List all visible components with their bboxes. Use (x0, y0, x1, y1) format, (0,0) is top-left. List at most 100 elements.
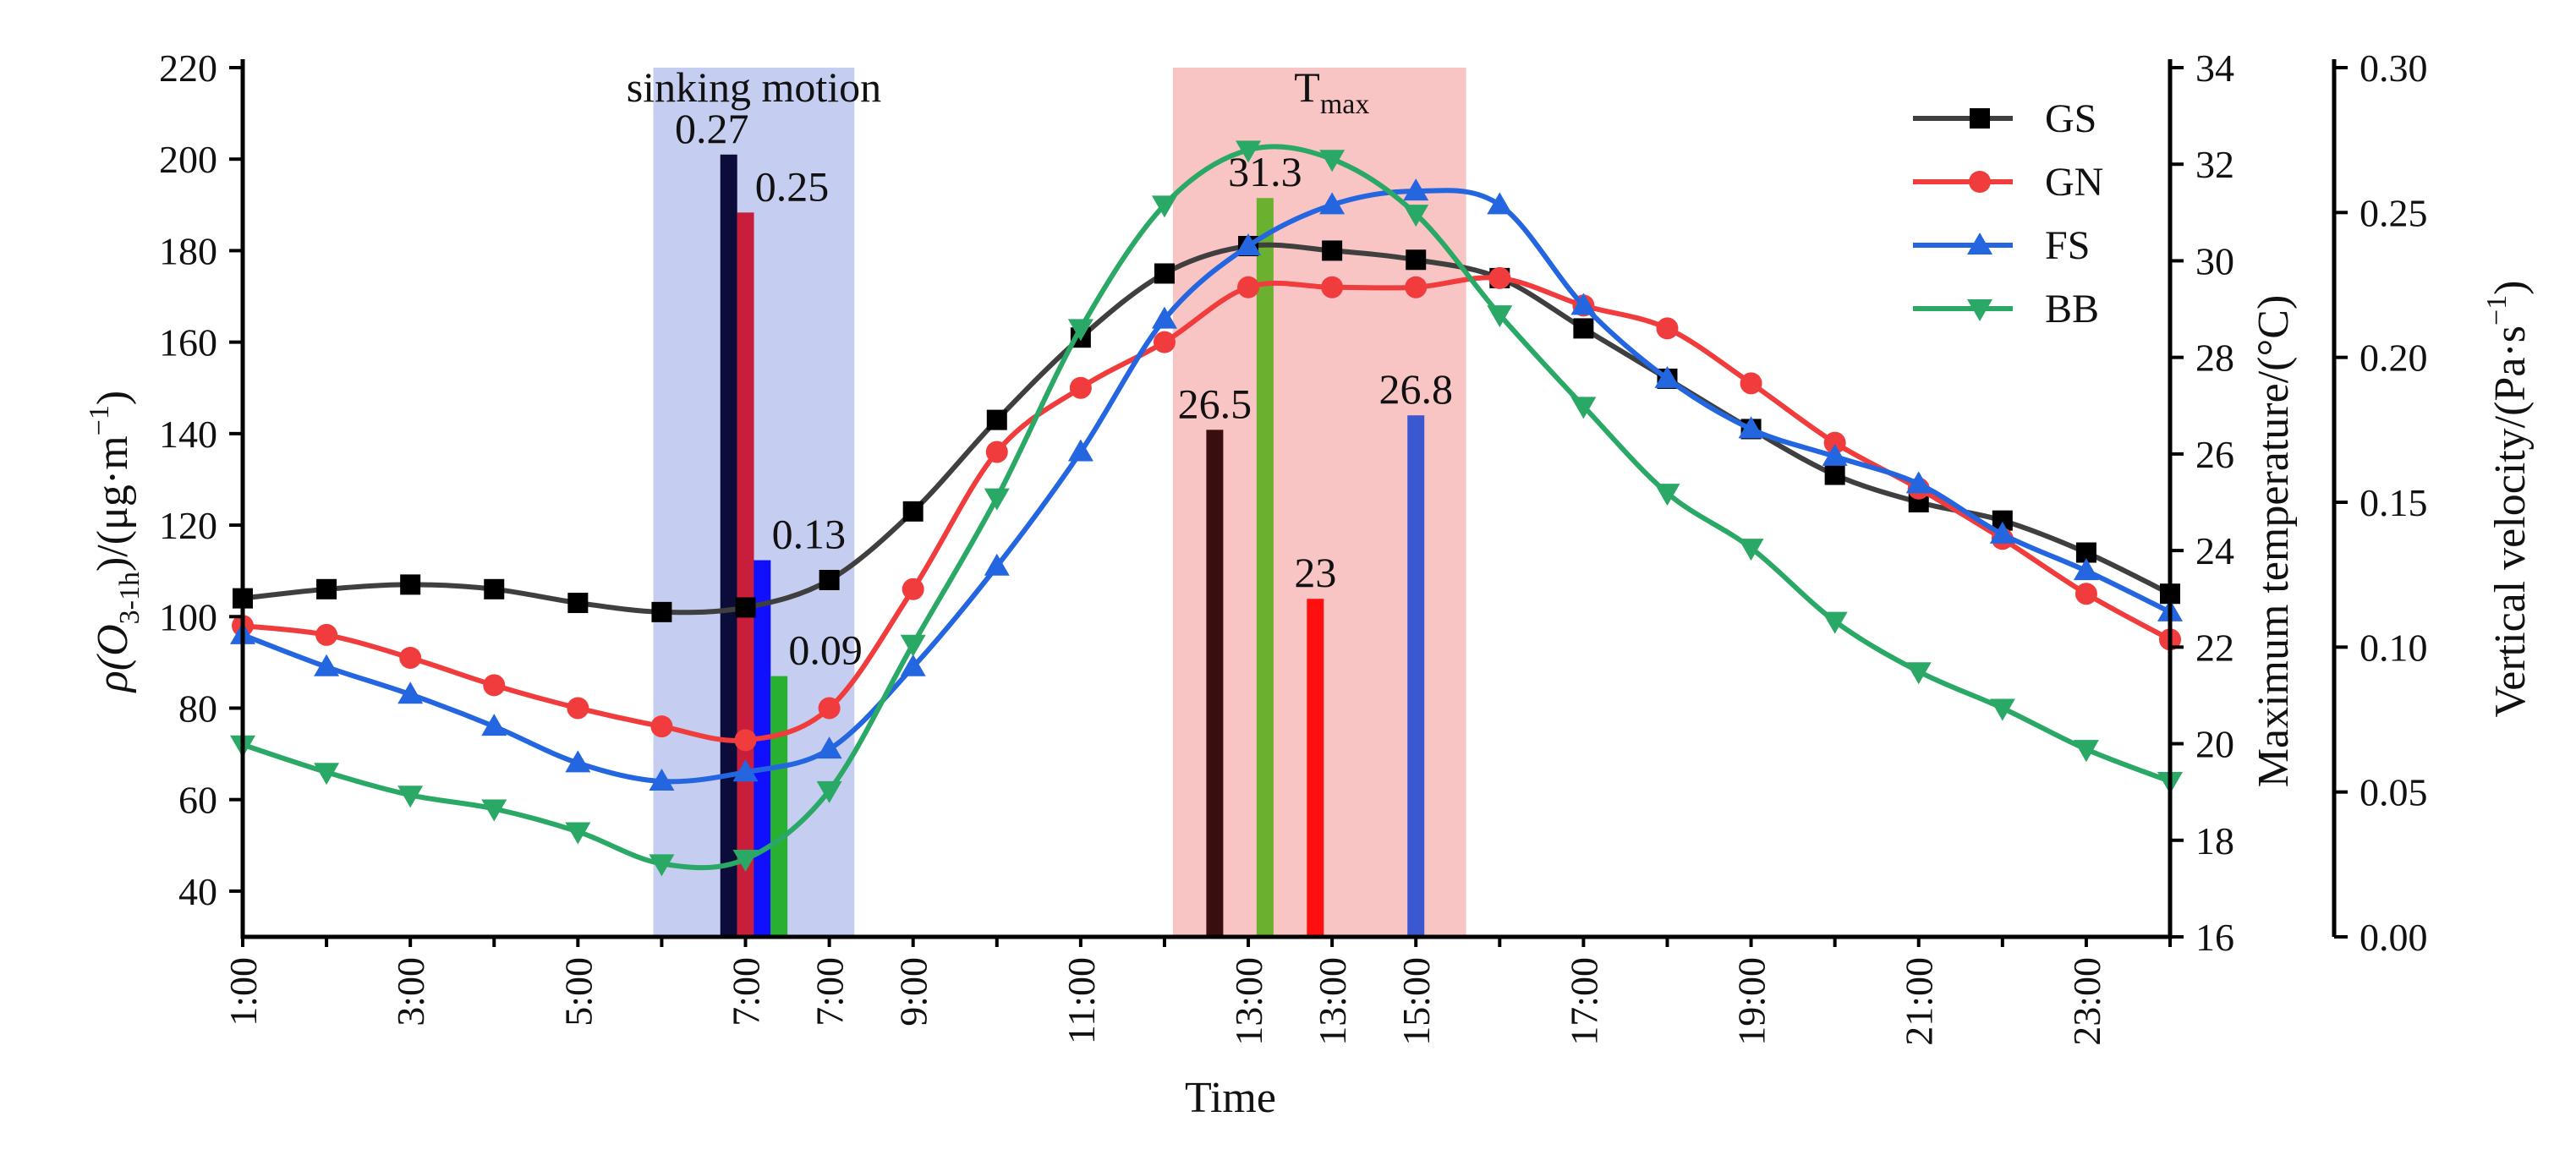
y-tick-label-left: 180 (159, 229, 217, 272)
legend: GS GN FS BB (1913, 96, 2103, 331)
legend-label-gs: GS (2045, 96, 2096, 141)
axis-frame (240, 59, 2173, 939)
y-tick-label-right1: 24 (2195, 529, 2234, 572)
data-point-gn (483, 674, 506, 697)
y-axis-left-title-prefix: ρ(O (89, 624, 137, 693)
data-point-fs (984, 553, 1010, 576)
data-point-fs (1570, 293, 1597, 315)
y-axis-right2-title-end: ) (2486, 280, 2535, 294)
data-point-bb (1989, 698, 2015, 721)
data-point-gn (1153, 331, 1176, 353)
data-point-gs (316, 578, 337, 599)
y-axis-right2-title-sup: −1 (2481, 295, 2513, 326)
data-point-bb (397, 786, 424, 808)
temperature-bar-label-gn: 23 (1294, 549, 1336, 596)
data-point-gs (567, 593, 589, 614)
velocity-bar-gs (720, 154, 737, 938)
y-tick-label-left: 200 (159, 138, 217, 181)
data-point-bb (1067, 319, 1093, 342)
data-point-bb (565, 822, 591, 845)
data-point-gn (1488, 266, 1511, 289)
velocity-bar-label-gs: 0.27 (675, 105, 749, 152)
data-point-gn (567, 697, 589, 720)
data-point-gs (1573, 318, 1594, 339)
y-tick-label-left: 160 (159, 321, 217, 364)
y-tick-label-right1: 30 (2195, 239, 2234, 282)
x-tick-label: 9:00 (892, 957, 935, 1026)
data-point-fs (1236, 233, 1262, 256)
x-tick-label: 11:00 (1060, 957, 1103, 1044)
y-tick-label-left: 40 (178, 870, 217, 913)
data-point-gn (1740, 372, 1762, 395)
data-point-gn (818, 697, 841, 720)
x-tick-label: 19:00 (1730, 957, 1773, 1046)
temperature-bar-label-fs: 26.8 (1378, 365, 1453, 413)
y-tick-label-right1: 34 (2195, 47, 2234, 90)
y-axis-left-title-sup: −1 (84, 405, 115, 435)
data-point-bb (732, 850, 759, 873)
y-tick-label-right2: 0.25 (2360, 191, 2428, 234)
data-point-bb (1905, 662, 1932, 685)
data-point-gs (400, 574, 421, 595)
y-tick-label-right1: 26 (2195, 433, 2234, 476)
data-point-fs (1067, 439, 1093, 462)
data-point-gn (1069, 376, 1092, 399)
y-tick-label-right2: 0.30 (2360, 47, 2428, 90)
data-point-fs (1989, 521, 2015, 544)
data-point-fs (1738, 416, 1764, 439)
velocity-bar-label-fs: 0.13 (772, 511, 847, 558)
y-axis-right1-title: Maximum temperature/(°C) (2250, 295, 2298, 788)
data-point-gn (985, 441, 1008, 463)
velocity-bar-gn (737, 212, 754, 938)
data-point-bb (1654, 484, 1680, 506)
series-bb (230, 140, 2183, 877)
data-point-bb (1570, 397, 1597, 419)
data-point-gs (735, 597, 756, 618)
data-point-gn (650, 715, 673, 738)
y-axis-left-title-mid: )/(μg·m (89, 435, 137, 572)
series-lines (230, 140, 2183, 877)
data-point-fs (1654, 365, 1680, 388)
velocity-bar-fs (754, 560, 771, 937)
data-point-gs (819, 569, 840, 590)
x-tick-label: 7:00 (725, 957, 768, 1026)
x-tick-label: 23:00 (2065, 957, 2108, 1046)
y-tick-label-right1: 18 (2195, 819, 2234, 862)
data-point-gs (651, 601, 672, 622)
x-tick-label: 15:00 (1395, 957, 1438, 1046)
velocity-bar-bb (770, 676, 788, 937)
data-point-gn (1321, 276, 1344, 298)
data-point-bb (481, 799, 507, 822)
y-tick-label-left: 120 (159, 504, 217, 547)
data-point-gs (986, 409, 1007, 430)
x-tick-label: 17:00 (1562, 957, 1605, 1046)
data-point-gs (484, 578, 505, 599)
y-tick-label-left: 60 (178, 779, 217, 822)
y-tick-label-right2: 0.10 (2360, 626, 2428, 669)
data-point-bb (984, 488, 1010, 511)
x-tick-label: 3:00 (389, 957, 432, 1026)
legend-marker-fs (1967, 233, 1992, 255)
data-point-fs (314, 654, 340, 676)
data-point-gn (1405, 276, 1428, 298)
data-point-fs (1403, 178, 1429, 201)
legend-marker-bb (1967, 299, 1992, 321)
x-tick-label: 7:00 (808, 957, 852, 1026)
data-point-fs (397, 682, 424, 704)
temperature-bar-gn (1307, 599, 1324, 937)
data-point-bb (1822, 611, 1848, 634)
x-tick-label: 13:00 (1311, 957, 1354, 1046)
y-tick-label-right2: 0.15 (2360, 481, 2428, 524)
data-point-bb (816, 780, 842, 803)
axes: 40 60 80 100 120 140 160 180 200 220 16 18 20 22 24 26 2… (159, 47, 2428, 1046)
temperature-bars (1206, 198, 1425, 937)
data-point-gn (2075, 583, 2097, 605)
data-point-bb (1487, 305, 1513, 328)
data-point-bb (1236, 140, 1262, 163)
data-point-fs (1319, 192, 1346, 215)
legend-marker-gs (1970, 108, 1990, 129)
data-point-gs (1322, 240, 1343, 261)
temperature-bar-fs (1407, 415, 1425, 937)
y-tick-label-right1: 20 (2195, 723, 2234, 766)
